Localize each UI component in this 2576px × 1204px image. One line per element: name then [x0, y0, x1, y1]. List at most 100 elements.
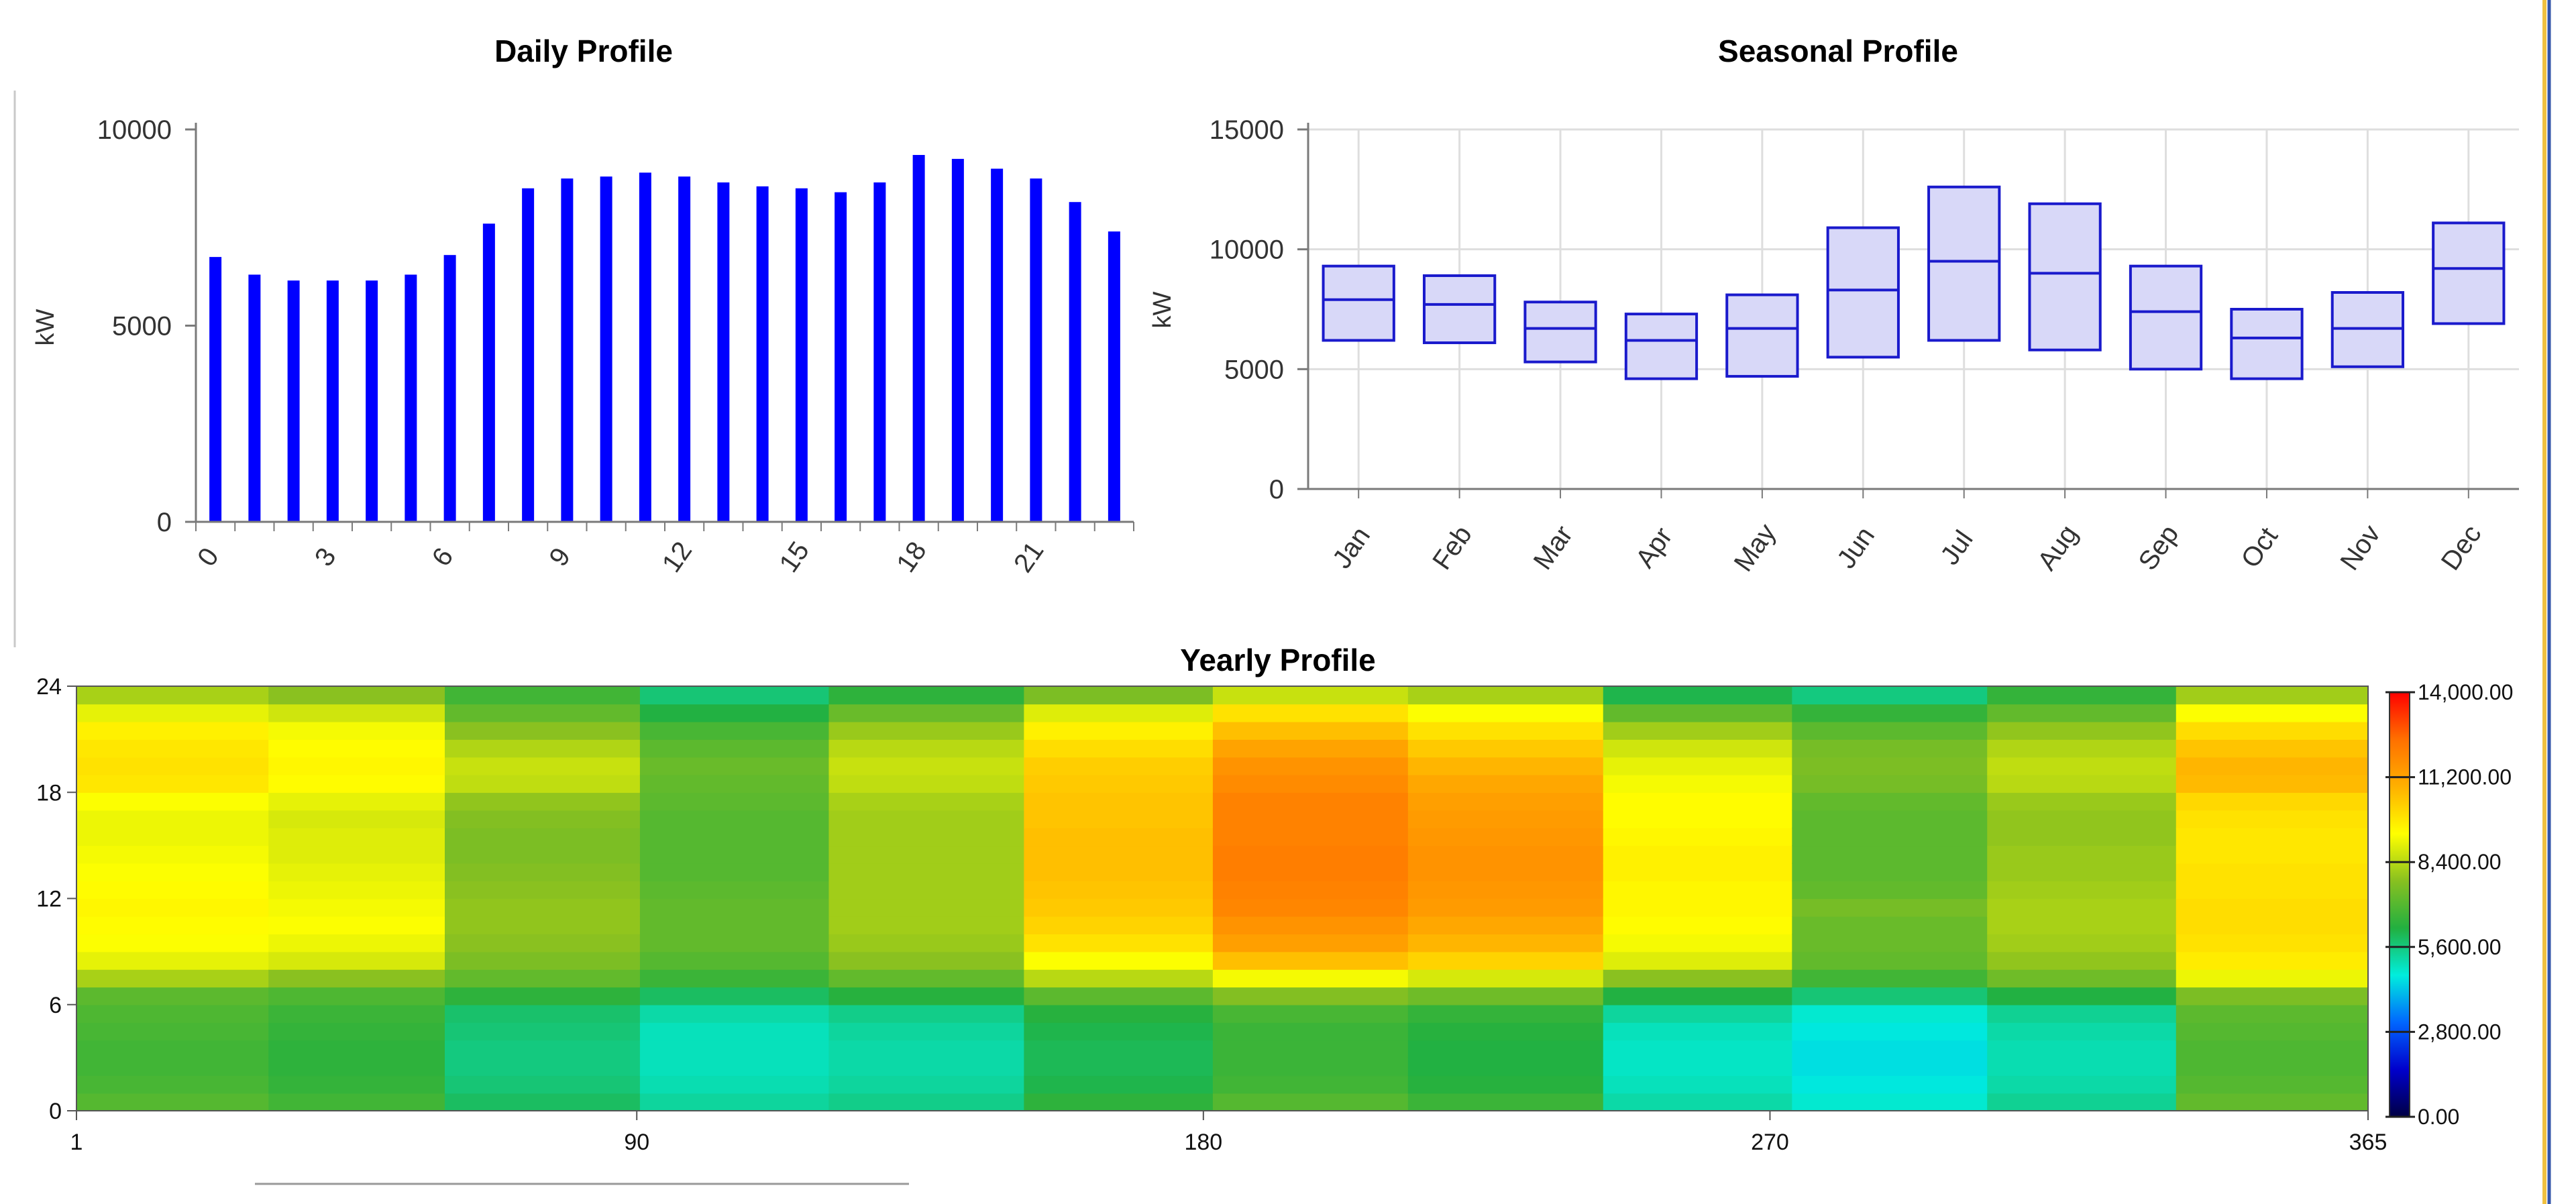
heatmap-cell [828, 792, 1025, 811]
heatmap-cell [2176, 686, 2369, 705]
heatmap-cell [76, 686, 270, 705]
heatmap-cell [1792, 1040, 1988, 1058]
heatmap-cell [76, 969, 270, 988]
heatmap-cell [268, 686, 445, 705]
colorbar-tick-label: 11,200.00 [2418, 765, 2512, 789]
heatmap-cell [1603, 774, 1793, 793]
heatmap-cell [1024, 721, 1214, 740]
seasonal-x-tick-label: Jul [1935, 525, 1978, 570]
heatmap-cell [1212, 704, 1409, 722]
seasonal-x-tick-label: Dec [2436, 520, 2487, 576]
heatmap-cell [639, 969, 830, 988]
yearly-x-tick-label: 180 [1184, 1130, 1222, 1155]
heatmap-cell [639, 774, 830, 793]
heatmap-cell [1987, 987, 2177, 1005]
heatmap-cell [1792, 810, 1988, 828]
daily-bar [405, 274, 417, 522]
heatmap-cell [1212, 757, 1409, 775]
heatmap-cell [2176, 704, 2369, 722]
heatmap-cells [76, 686, 2369, 1111]
heatmap-cell [2176, 845, 2369, 864]
heatmap-cell [1024, 1093, 1214, 1111]
heatmap-cell [1603, 969, 1793, 988]
heatmap-cell [2176, 916, 2369, 935]
heatmap-cell [1407, 721, 1604, 740]
daily-x-tick-label: 3 [309, 543, 342, 571]
yearly-y-tick-label: 6 [49, 993, 62, 1018]
heatmap-cell [639, 881, 830, 899]
heatmap-cell [1792, 987, 1988, 1005]
heatmap-cell [1792, 721, 1988, 740]
heatmap-cell [1212, 1022, 1409, 1041]
heatmap-cell [1024, 1022, 1214, 1041]
heatmap-cell [1603, 916, 1793, 935]
colorbar: 0.00 2,800.00 5,600.00 8,400.00 11,200.00 14,… [2385, 680, 2513, 1129]
heatmap-cell [1407, 898, 1604, 917]
heatmap-cell [1024, 828, 1214, 846]
yearly-y-tick-label: 24 [36, 674, 62, 700]
heatmap-cell [268, 969, 445, 988]
heatmap-cell [445, 916, 641, 935]
heatmap-cell [639, 916, 830, 935]
heatmap-cell [1407, 686, 1604, 705]
daily-x-tick-label: 18 [891, 537, 932, 578]
heatmap-cell [445, 1004, 641, 1023]
heatmap-cell [2176, 774, 2369, 793]
heatmap-cell [828, 969, 1025, 988]
heatmap-cell [828, 686, 1025, 705]
daily-profile-chart: Daily Profile kW 0 5000 10000 0 3 6 9 12 15 18 21 [32, 34, 1134, 578]
heatmap-cell [445, 739, 641, 758]
seasonal-box [1523, 300, 1597, 364]
heatmap-cell [1024, 898, 1214, 917]
heatmap-cell [445, 881, 641, 899]
seasonal-x-tick-label: Jun [1831, 522, 1880, 574]
daily-y-tick-label: 10000 [97, 115, 172, 145]
seasonal-box [1624, 313, 1699, 380]
heatmap-cell [1987, 810, 2177, 828]
seasonal-y-tick-label: 10000 [1210, 235, 1284, 265]
colorbar-gradient [2389, 692, 2410, 1117]
heatmap-cell [1987, 1093, 2177, 1111]
heatmap-cell [828, 845, 1025, 864]
seasonal-x-tick-label: Sep [2133, 520, 2184, 576]
heatmap-cell [1407, 916, 1604, 935]
yearly-y-ticks: 0 6 12 18 24 [36, 674, 76, 1124]
heatmap-cell [2176, 1057, 2369, 1077]
heatmap-cell [445, 1075, 641, 1094]
heatmap-cell [1603, 934, 1793, 952]
daily-bar [756, 186, 769, 522]
heatmap-cell [2176, 987, 2369, 1005]
heatmap-cell [1024, 739, 1214, 758]
heatmap-cell [1212, 1093, 1409, 1111]
daily-x-tick-label: 9 [543, 543, 576, 571]
heatmap-cell [1024, 1075, 1214, 1094]
heatmap-cell [828, 863, 1025, 881]
heatmap-cell [2176, 721, 2369, 740]
heatmap-cell [2176, 739, 2369, 758]
heatmap-cell [1792, 951, 1988, 970]
heatmap-cell [1987, 721, 2177, 740]
heatmap-cell [828, 739, 1025, 758]
yearly-x-tick-label: 270 [1751, 1130, 1789, 1155]
heatmap-cell [1024, 987, 1214, 1005]
heatmap-cell [1024, 881, 1214, 899]
heatmap-cell [268, 1004, 445, 1023]
daily-bar [639, 172, 651, 523]
heatmap-cell [1792, 792, 1988, 811]
heatmap-cell [268, 774, 445, 793]
heatmap-cell [445, 987, 641, 1005]
seasonal-y-ticks: 0 5000 10000 15000 [1210, 115, 1308, 504]
heatmap-cell [2176, 863, 2369, 881]
heatmap-cell [1603, 792, 1793, 811]
daily-bar [561, 178, 574, 522]
heatmap-cell [76, 792, 270, 811]
heatmap-cell [1407, 757, 1604, 775]
heatmap-cell [1212, 863, 1409, 881]
heatmap-cell [1987, 881, 2177, 899]
heatmap-cell [2176, 1022, 2369, 1041]
heatmap-cell [1212, 792, 1409, 811]
heatmap-cell [445, 721, 641, 740]
heatmap-cell [1987, 1057, 2177, 1077]
heatmap-cell [1603, 1093, 1793, 1111]
heatmap-cell [1792, 863, 1988, 881]
